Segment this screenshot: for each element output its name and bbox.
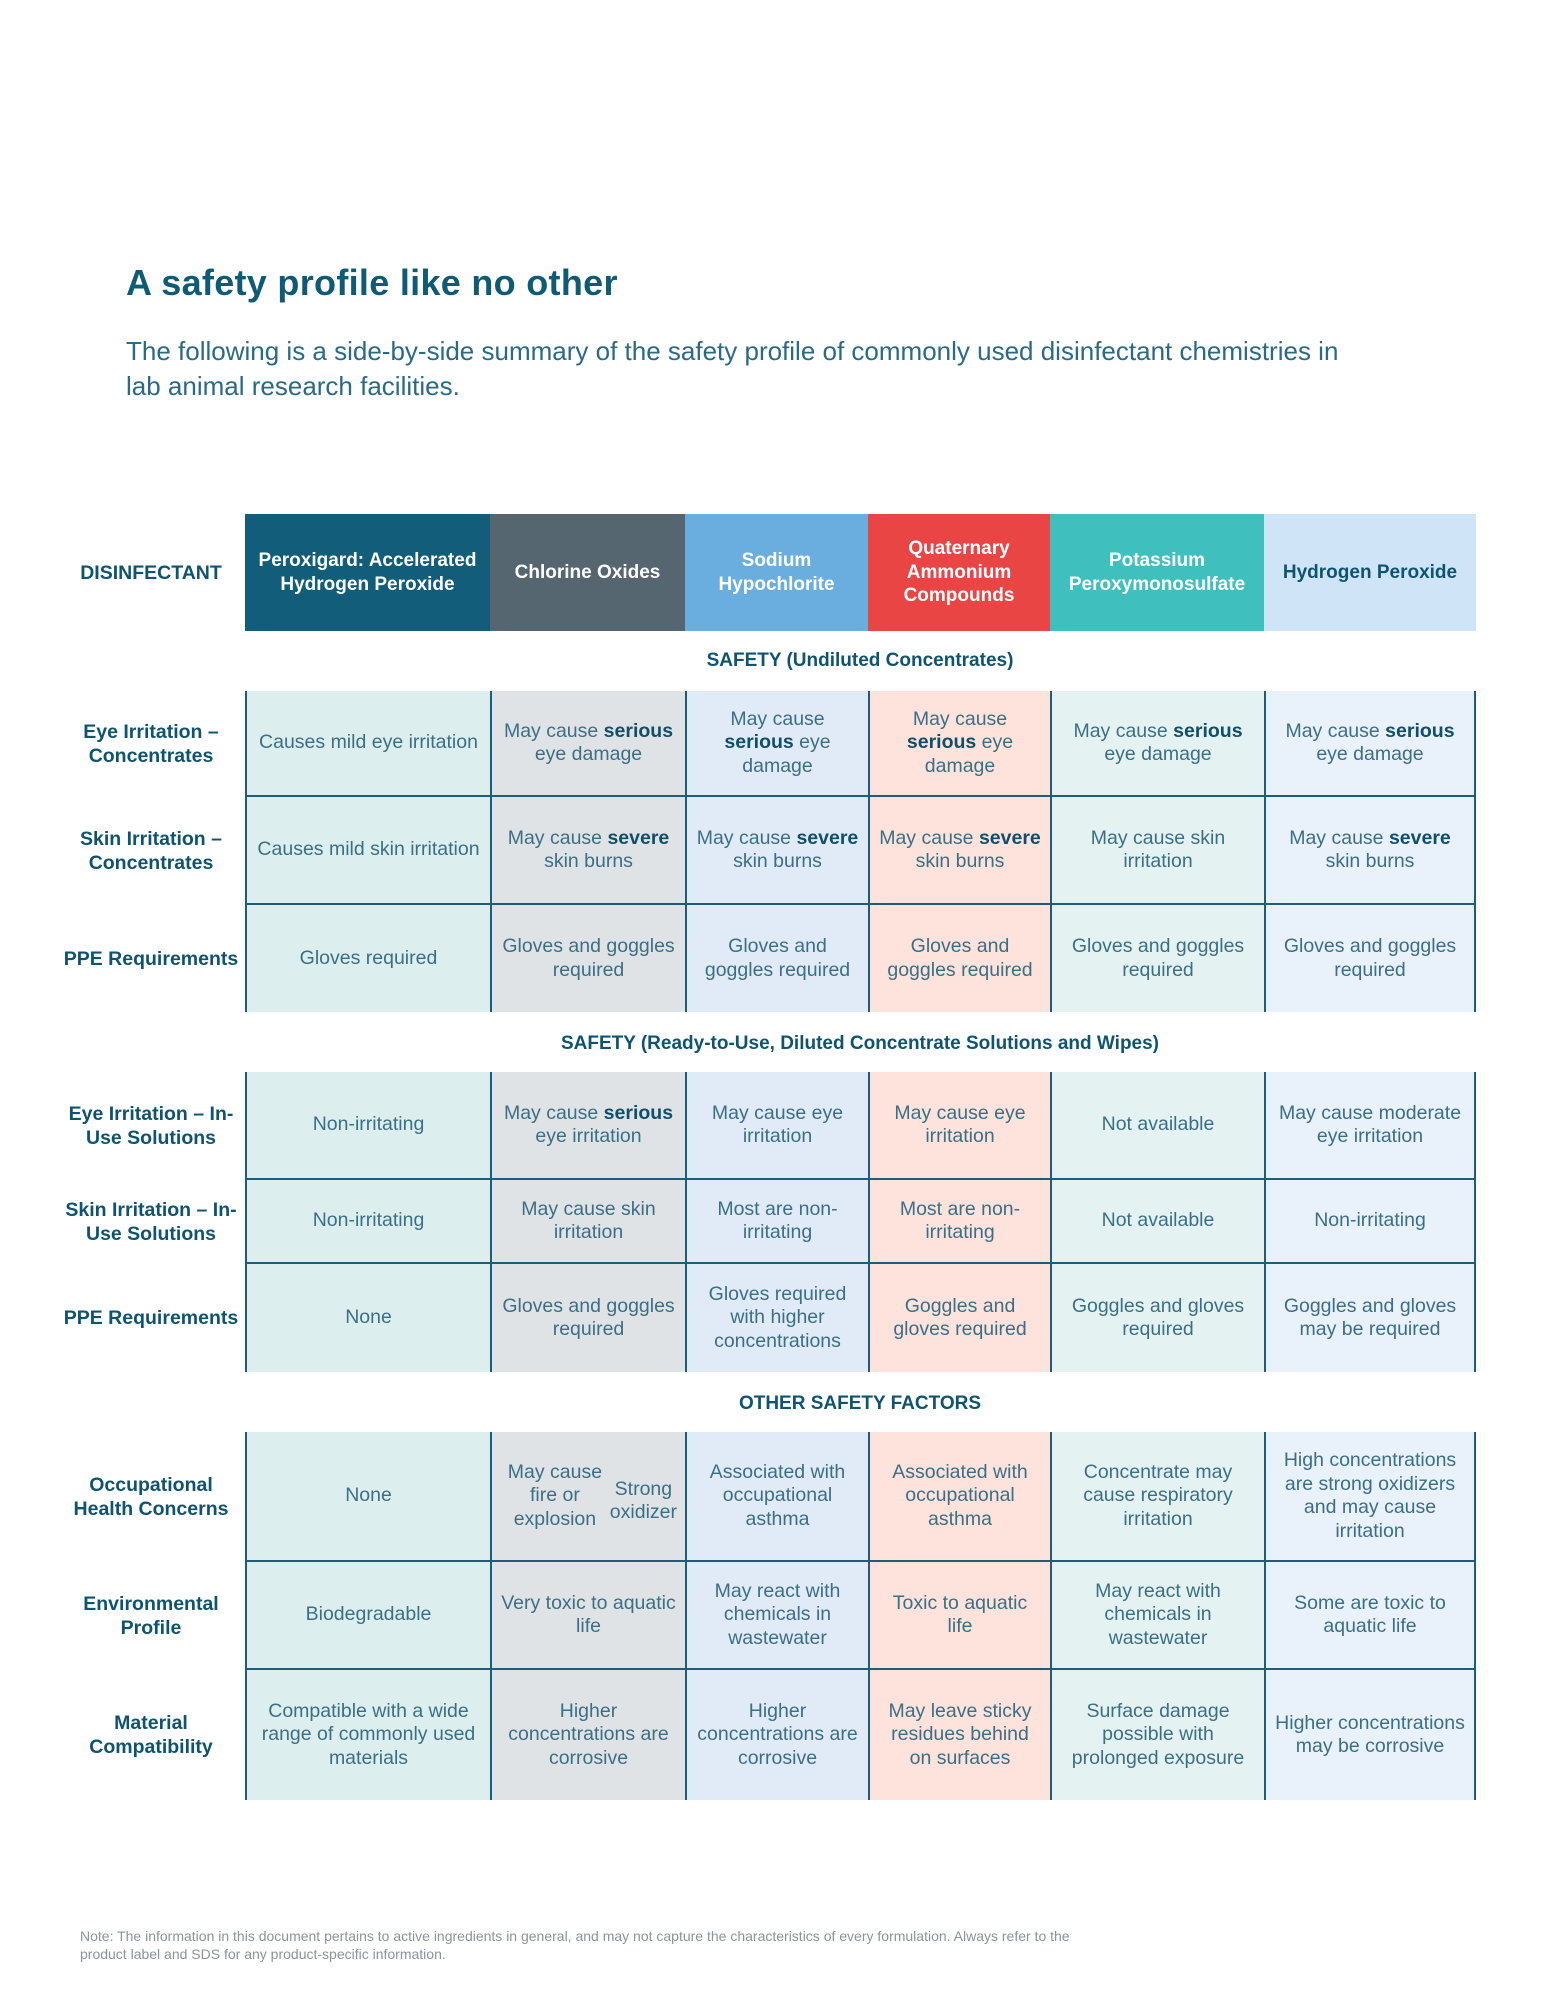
- table-cell: May cause serious eye irritation: [490, 1072, 685, 1180]
- row-label: Skin Irritation – In-Use Solutions: [65, 1199, 237, 1245]
- table-cell: Goggles and gloves required: [868, 1264, 1050, 1372]
- table-cell: Gloves and goggles required: [685, 905, 868, 1012]
- table-cell: May leave sticky residues behind on surf…: [868, 1670, 1050, 1800]
- table-cell: Gloves and goggles required: [490, 1264, 685, 1372]
- table-cell: May cause serious eye damage: [685, 691, 868, 797]
- row-label: Material Compatibility: [89, 1712, 213, 1758]
- section-title: SAFETY (Ready-to-Use, Diluted Concentrat…: [560, 1033, 1160, 1054]
- row-label: Environmental Profile: [83, 1593, 219, 1639]
- row-label: Eye Irritation – Concentrates: [83, 721, 219, 767]
- row-label: PPE Requirements: [63, 1307, 239, 1329]
- table-cell: May cause skin irritation: [490, 1180, 685, 1264]
- table-cell: Gloves and goggles required: [1050, 905, 1264, 1012]
- table-cell: Causes mild eye irritation: [245, 691, 490, 797]
- column-header-2: Sodium Hypochlorite: [685, 514, 868, 631]
- table-cell: Gloves required: [245, 905, 490, 1012]
- table-cell: Gloves and goggles required: [490, 905, 685, 1012]
- table-cell: Gloves required with higher concentratio…: [685, 1264, 868, 1372]
- table-cell: Very toxic to aquatic life: [490, 1562, 685, 1670]
- table-cell: Non-irritating: [1264, 1180, 1476, 1264]
- table-cell: Not available: [1050, 1072, 1264, 1180]
- table-cell: May cause serious eye damage: [1050, 691, 1264, 797]
- table-cell: May cause severe skin burns: [685, 797, 868, 905]
- row-label: Occupational Health Concerns: [73, 1474, 229, 1520]
- row-label: Eye Irritation – In-Use Solutions: [68, 1103, 234, 1149]
- column-header-4: Potassium Peroxymonosulfate: [1050, 514, 1264, 631]
- table-cell: Goggles and gloves required: [1050, 1264, 1264, 1372]
- table-cell: Some are toxic to aquatic life: [1264, 1562, 1476, 1670]
- row-label: PPE Requirements: [63, 947, 239, 970]
- page-subtitle: The following is a side-by-side summary …: [126, 336, 1339, 401]
- table-cell: Most are non-irritating: [868, 1180, 1050, 1264]
- footnote: Note: The information in this document p…: [80, 1928, 1070, 1962]
- table-cell: Non-irritating: [245, 1180, 490, 1264]
- table-cell: May cause moderate eye irritation: [1264, 1072, 1476, 1180]
- table-cell: May cause skin irritation: [1050, 797, 1264, 905]
- table-cell: Non-irritating: [245, 1072, 490, 1180]
- table-cell: Higher concentrations may be corrosive: [1264, 1670, 1476, 1800]
- table-cell: May react with chemicals in wastewater: [685, 1562, 868, 1670]
- table-cell: Compatible with a wide range of commonly…: [245, 1670, 490, 1800]
- table-cell: Most are non-irritating: [685, 1180, 868, 1264]
- column-header-0: Peroxigard: Accelerated Hydrogen Peroxid…: [245, 514, 490, 631]
- table-cell: Toxic to aquatic life: [868, 1562, 1050, 1670]
- table-cell: High concentrations are strong oxidizers…: [1264, 1432, 1476, 1562]
- row-label: Skin Irritation – Concentrates: [80, 828, 222, 874]
- table-cell: Not available: [1050, 1180, 1264, 1264]
- section-title: SAFETY (Undiluted Concentrates): [706, 650, 1014, 671]
- table-cell: Gloves and goggles required: [868, 905, 1050, 1012]
- table-cell: May react with chemicals in wastewater: [1050, 1562, 1264, 1670]
- table-cell: May cause serious eye damage: [490, 691, 685, 797]
- table-cell: Associated with occupational asthma: [685, 1432, 868, 1562]
- page-title: A safety profile like no other: [126, 262, 618, 303]
- column-header-5: Hydrogen Peroxide: [1264, 514, 1476, 631]
- section-title: OTHER SAFETY FACTORS: [738, 1393, 982, 1414]
- table-cell: May cause serious eye damage: [868, 691, 1050, 797]
- column-header-3: Quaternary Ammonium Compounds: [868, 514, 1050, 631]
- column-header-1: Chlorine Oxides: [490, 514, 685, 631]
- table-cell: Gloves and goggles required: [1264, 905, 1476, 1012]
- table-cell: May cause eye irritation: [868, 1072, 1050, 1180]
- table-cell: May cause serious eye damage: [1264, 691, 1476, 797]
- table-cell: May cause fire or explosion Strong oxidiz…: [490, 1432, 685, 1562]
- table-cell: Concentrate may cause respiratory irrita…: [1050, 1432, 1264, 1562]
- header-label: DISINFECTANT: [80, 561, 222, 584]
- table-cell: May cause severe skin burns: [868, 797, 1050, 905]
- table-cell: Causes mild skin irritation: [245, 797, 490, 905]
- table-cell: None: [245, 1432, 490, 1562]
- table-cell: Associated with occupational asthma: [868, 1432, 1050, 1562]
- table-cell: May cause severe skin burns: [490, 797, 685, 905]
- table-cell: Biodegradable: [245, 1562, 490, 1670]
- table-cell: May cause eye irritation: [685, 1072, 868, 1180]
- table-cell: Goggles and gloves may be required: [1264, 1264, 1476, 1372]
- table-cell: May cause severe skin burns: [1264, 797, 1476, 905]
- table-cell: None: [245, 1264, 490, 1372]
- table-cell: Higher concentrations are corrosive: [685, 1670, 868, 1800]
- table-cell: Higher concentrations are corrosive: [490, 1670, 685, 1800]
- table-cell: Surface damage possible with prolonged e…: [1050, 1670, 1264, 1800]
